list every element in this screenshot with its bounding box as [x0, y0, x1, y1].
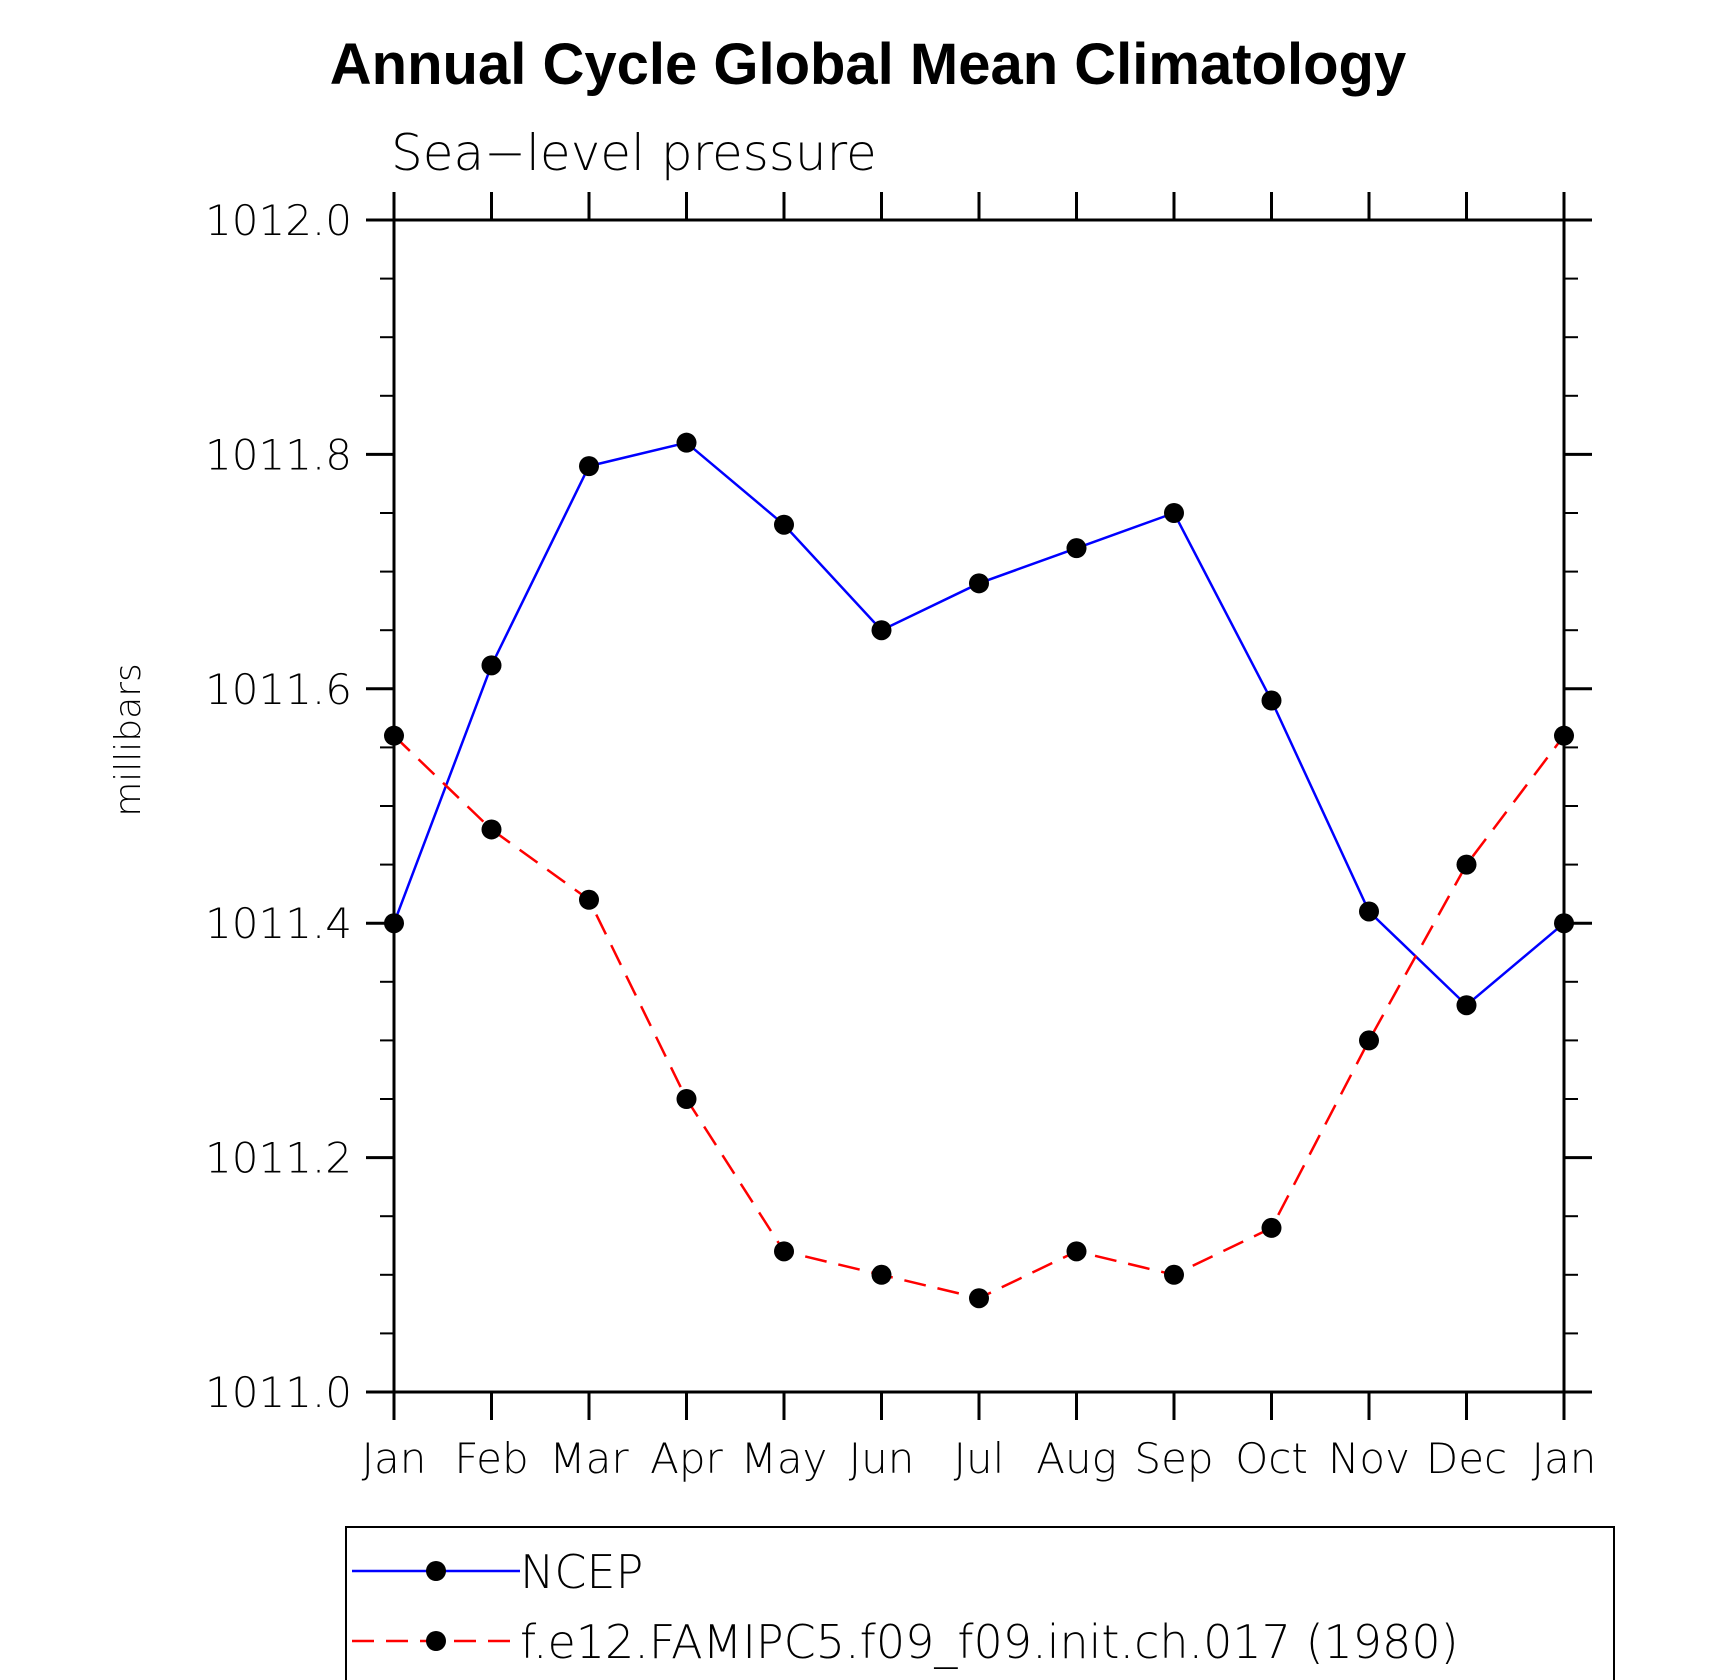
- x-tick-label: Sep: [1134, 1434, 1213, 1483]
- y-tick-label: 1011.6: [205, 665, 352, 714]
- series-line-1: [393, 734, 1565, 1300]
- x-tick-label: Jun: [849, 1434, 915, 1483]
- series-point-0: [1164, 503, 1184, 523]
- chart-title: Annual Cycle Global Mean Climatology: [330, 32, 1406, 97]
- y-axis-label: millibars: [108, 663, 149, 817]
- series-point-1: [969, 1288, 989, 1309]
- series-line-0: [392, 441, 1565, 1007]
- y-tick-labels: 1011.0 1011.2 1011.4 1011.6 1011.8 1012.0: [205, 196, 352, 1417]
- y-tick-label: 1011.0: [205, 1368, 352, 1417]
- series-markers: [384, 432, 1574, 1309]
- series-point-1: [481, 819, 502, 840]
- plot-frame: [392, 218, 1566, 1394]
- x-tick-label: Oct: [1235, 1434, 1308, 1483]
- legend-marker-ncep: [426, 1561, 446, 1581]
- series-point-0: [1066, 538, 1087, 559]
- series-point-0: [871, 620, 892, 641]
- series-point-1: [871, 1264, 892, 1285]
- x-tick-label: Jul: [954, 1434, 1005, 1483]
- series-point-0: [1359, 901, 1379, 922]
- series-point-1: [1359, 1030, 1379, 1051]
- series-point-0: [774, 514, 794, 535]
- chart-subtitle: Sea−level pressure: [391, 124, 877, 182]
- legend-box: [345, 1526, 1615, 1680]
- series-point-1: [676, 1089, 697, 1109]
- legend-marker-model: [426, 1631, 446, 1651]
- y-tick-label: 1012.0: [205, 196, 352, 245]
- series-point-0: [384, 913, 404, 934]
- legend: NCEP f.e12.FAMIPC5.f09_f09.init.ch.017 (…: [345, 1526, 1615, 1680]
- series-point-1: [1066, 1241, 1087, 1262]
- series-point-0: [1554, 913, 1574, 934]
- x-tick-label: Nov: [1328, 1434, 1410, 1483]
- legend-label-ncep: NCEP: [520, 1545, 643, 1599]
- y-tick-label: 1011.2: [205, 1134, 352, 1183]
- x-tick-label: Aug: [1036, 1434, 1117, 1483]
- y-tick-label: 1011.4: [205, 899, 352, 948]
- series-lines: [392, 441, 1565, 1300]
- series-point-1: [1456, 854, 1477, 875]
- x-tick-label: May: [741, 1434, 828, 1483]
- plot-area: 1011.0 1011.2 1011.4 1011.6 1011.8 1012.0 Jan…: [205, 192, 1596, 1483]
- series-point-0: [676, 432, 697, 453]
- x-tick-label: Feb: [454, 1434, 528, 1483]
- x-tick-label: Jan: [362, 1434, 427, 1483]
- legend-label-model: f.e12.FAMIPC5.f09_f09.init.ch.017 (1980): [520, 1615, 1459, 1669]
- series-point-1: [579, 889, 599, 910]
- series-point-1: [774, 1241, 794, 1262]
- x-tick-label: Dec: [1426, 1434, 1507, 1483]
- x-tick-labels: Jan Feb Mar Apr May Jun Jul Aug Sep Oct Nov Dec Jan: [362, 1434, 1597, 1483]
- x-tick-label: Jan: [1532, 1434, 1597, 1483]
- series-point-0: [1456, 995, 1477, 1016]
- series-point-0: [481, 655, 502, 676]
- series-point-1: [1164, 1264, 1184, 1285]
- series-point-0: [969, 573, 989, 594]
- x-tick-label: Mar: [549, 1434, 629, 1483]
- x-tick-label: Apr: [650, 1434, 723, 1483]
- axis-ticks: [366, 192, 1592, 1420]
- series-point-0: [579, 456, 599, 477]
- y-tick-label: 1011.8: [205, 430, 352, 479]
- series-point-1: [1554, 725, 1574, 746]
- series-point-0: [1261, 690, 1282, 711]
- series-point-1: [384, 725, 404, 746]
- series-point-1: [1261, 1217, 1282, 1238]
